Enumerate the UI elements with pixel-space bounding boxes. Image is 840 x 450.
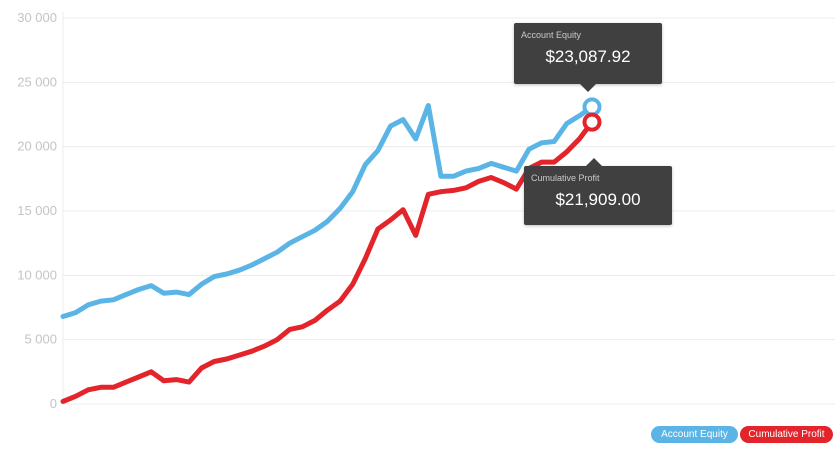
tooltip-value: $23,087.92 <box>545 47 631 66</box>
series-line-account-equity[interactable] <box>60 103 595 319</box>
hover-marker-cumulative-profit[interactable] <box>582 112 602 132</box>
cumulative-profit-tooltip: Cumulative Profit $21,909.00 <box>524 158 672 225</box>
legend-item-account-equity[interactable]: Account Equity <box>651 426 738 443</box>
tooltip-label: Cumulative Profit <box>531 173 600 183</box>
legend-item-cumulative-profit[interactable]: Cumulative Profit <box>740 426 833 443</box>
account-equity-tooltip: Account Equity $23,087.92 <box>514 23 662 92</box>
y-tick-label: 0 <box>50 396 57 411</box>
hover-marker-account-equity[interactable] <box>582 97 602 117</box>
y-tick-label: 25 000 <box>17 74 57 89</box>
tooltip-label: Account Equity <box>521 30 582 40</box>
y-tick-label: 5 000 <box>24 332 57 347</box>
series-lines <box>60 103 595 404</box>
tooltip-arrow <box>586 158 602 166</box>
y-tick-label: 15 000 <box>17 203 57 218</box>
y-axis-ticks: 0 5 000 10 000 15 000 20 000 25 000 30 000 <box>17 10 57 411</box>
tooltip-arrow <box>580 84 596 92</box>
tooltip-value: $21,909.00 <box>555 190 641 209</box>
series-end-markers <box>582 97 602 132</box>
y-tick-label: 10 000 <box>17 267 57 282</box>
y-tick-label: 20 000 <box>17 139 57 154</box>
y-tick-label: 30 000 <box>17 10 57 25</box>
series-line-cumulative-profit[interactable] <box>60 119 595 404</box>
grid-lines <box>62 12 835 405</box>
